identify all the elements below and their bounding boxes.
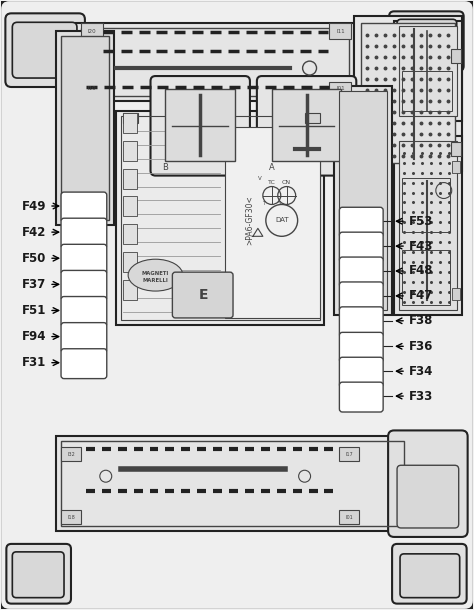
Text: CN: CN [281, 180, 290, 185]
FancyBboxPatch shape [339, 307, 383, 337]
Text: F38: F38 [409, 314, 433, 328]
FancyBboxPatch shape [389, 12, 464, 71]
Text: F51: F51 [22, 304, 46, 317]
Bar [123, 224, 137, 244]
Text: I18: I18 [67, 514, 75, 520]
Bar [339, 91, 387, 310]
FancyBboxPatch shape [339, 382, 383, 412]
FancyBboxPatch shape [339, 282, 383, 312]
FancyBboxPatch shape [400, 554, 460, 598]
Bar [452, 160, 460, 173]
Text: F42: F42 [22, 226, 46, 239]
FancyBboxPatch shape [61, 323, 107, 353]
FancyBboxPatch shape [5, 13, 85, 87]
Text: DAT: DAT [275, 217, 289, 223]
FancyBboxPatch shape [12, 552, 64, 598]
Text: I01: I01 [346, 514, 353, 520]
Bar [123, 168, 137, 188]
Text: A: A [269, 163, 274, 172]
Bar [402, 178, 450, 232]
Bar [61, 510, 81, 524]
Text: I10: I10 [88, 87, 96, 92]
Bar [339, 510, 359, 524]
Bar [452, 288, 460, 300]
Bar [339, 447, 359, 461]
FancyBboxPatch shape [392, 544, 466, 604]
FancyBboxPatch shape [339, 232, 383, 262]
FancyBboxPatch shape [61, 349, 107, 379]
FancyBboxPatch shape [61, 192, 107, 222]
Bar [225, 127, 319, 318]
Text: I01: I01 [336, 87, 345, 92]
Bar [399, 26, 457, 116]
Text: B: B [163, 163, 168, 172]
Text: V: V [258, 176, 262, 181]
Bar [56, 31, 114, 225]
Text: F49: F49 [22, 199, 46, 212]
FancyBboxPatch shape [397, 20, 457, 63]
Bar [61, 447, 81, 461]
Bar [361, 23, 455, 163]
Bar [56, 436, 409, 531]
Bar [335, 86, 392, 315]
Bar [81, 28, 349, 96]
Text: I32: I32 [67, 452, 75, 457]
Bar [123, 141, 137, 160]
Text: >PA6-GF30<: >PA6-GF30< [246, 196, 255, 245]
Bar [165, 89, 235, 160]
Text: I17: I17 [346, 452, 353, 457]
Bar [402, 71, 452, 111]
Bar [61, 442, 404, 526]
Text: F37: F37 [22, 278, 46, 291]
Text: F50: F50 [22, 252, 46, 265]
FancyBboxPatch shape [6, 544, 71, 604]
Bar [81, 82, 103, 96]
Text: F33: F33 [409, 390, 433, 403]
Bar [123, 280, 137, 300]
Text: F36: F36 [409, 340, 433, 353]
Text: F53: F53 [409, 215, 433, 228]
Text: F31: F31 [22, 356, 46, 369]
Bar [394, 136, 462, 315]
FancyBboxPatch shape [339, 332, 383, 362]
FancyBboxPatch shape [61, 296, 107, 326]
Bar [451, 49, 461, 63]
FancyBboxPatch shape [388, 431, 468, 537]
Text: F47: F47 [409, 289, 433, 303]
Bar [305, 113, 319, 123]
FancyBboxPatch shape [339, 257, 383, 287]
Bar [121, 116, 319, 320]
Bar [272, 89, 341, 160]
Text: I20: I20 [88, 29, 96, 34]
FancyBboxPatch shape [339, 357, 383, 387]
Ellipse shape [128, 259, 183, 291]
Text: S: S [277, 201, 280, 206]
Text: F48: F48 [409, 265, 434, 278]
Bar [394, 21, 462, 121]
Text: F94: F94 [22, 330, 46, 343]
FancyBboxPatch shape [397, 465, 459, 528]
Bar [329, 82, 351, 96]
Bar [402, 250, 450, 305]
Bar [76, 23, 354, 101]
Bar [329, 23, 351, 39]
Bar [61, 36, 109, 220]
FancyBboxPatch shape [61, 218, 107, 248]
Bar [116, 111, 325, 325]
Text: MARELLI: MARELLI [143, 278, 168, 282]
FancyBboxPatch shape [151, 76, 250, 176]
Bar [123, 113, 137, 133]
Bar [123, 113, 137, 123]
Text: F43: F43 [409, 240, 433, 253]
Bar [399, 141, 457, 310]
Bar [354, 16, 462, 171]
FancyBboxPatch shape [61, 245, 107, 274]
Bar [81, 23, 103, 39]
FancyBboxPatch shape [12, 23, 77, 78]
Text: TC: TC [268, 180, 276, 185]
FancyBboxPatch shape [173, 272, 233, 318]
Text: F34: F34 [409, 365, 433, 378]
FancyBboxPatch shape [257, 76, 356, 176]
Bar [451, 142, 461, 156]
